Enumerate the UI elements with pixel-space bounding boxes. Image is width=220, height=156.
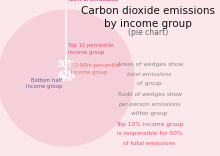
- Wedge shape: [66, 73, 69, 78]
- Text: Areas of wedges show: Areas of wedges show: [117, 62, 183, 67]
- Text: Top 10% income group: Top 10% income group: [116, 122, 183, 127]
- Text: Bottom half
income group: Bottom half income group: [26, 78, 62, 89]
- Circle shape: [0, 9, 135, 147]
- Text: within group: within group: [131, 111, 168, 116]
- Text: (pie chart): (pie chart): [128, 28, 168, 37]
- Text: of total emissions: of total emissions: [123, 141, 176, 146]
- Text: Top 10 percentile
income group: Top 10 percentile income group: [68, 44, 114, 55]
- Text: 42%: 42%: [58, 71, 76, 80]
- Text: Radii of wedges show: Radii of wedges show: [118, 92, 182, 97]
- Wedge shape: [65, 77, 67, 79]
- Text: Carbon dioxide emissions
by income group: Carbon dioxide emissions by income group: [81, 6, 215, 29]
- Wedge shape: [66, 54, 67, 78]
- Text: Top 1 percentile
income group
(16% of emissions): Top 1 percentile income group (16% of em…: [68, 0, 118, 2]
- Text: of group: of group: [137, 81, 162, 86]
- Text: 8%: 8%: [59, 74, 72, 83]
- Text: 50%: 50%: [57, 60, 75, 69]
- Text: is responsible for 50%: is responsible for 50%: [117, 131, 182, 136]
- Text: per-person emissions: per-person emissions: [118, 102, 181, 107]
- Text: total emissions: total emissions: [127, 72, 172, 77]
- Text: 50-90th percentile
income group: 50-90th percentile income group: [72, 63, 121, 75]
